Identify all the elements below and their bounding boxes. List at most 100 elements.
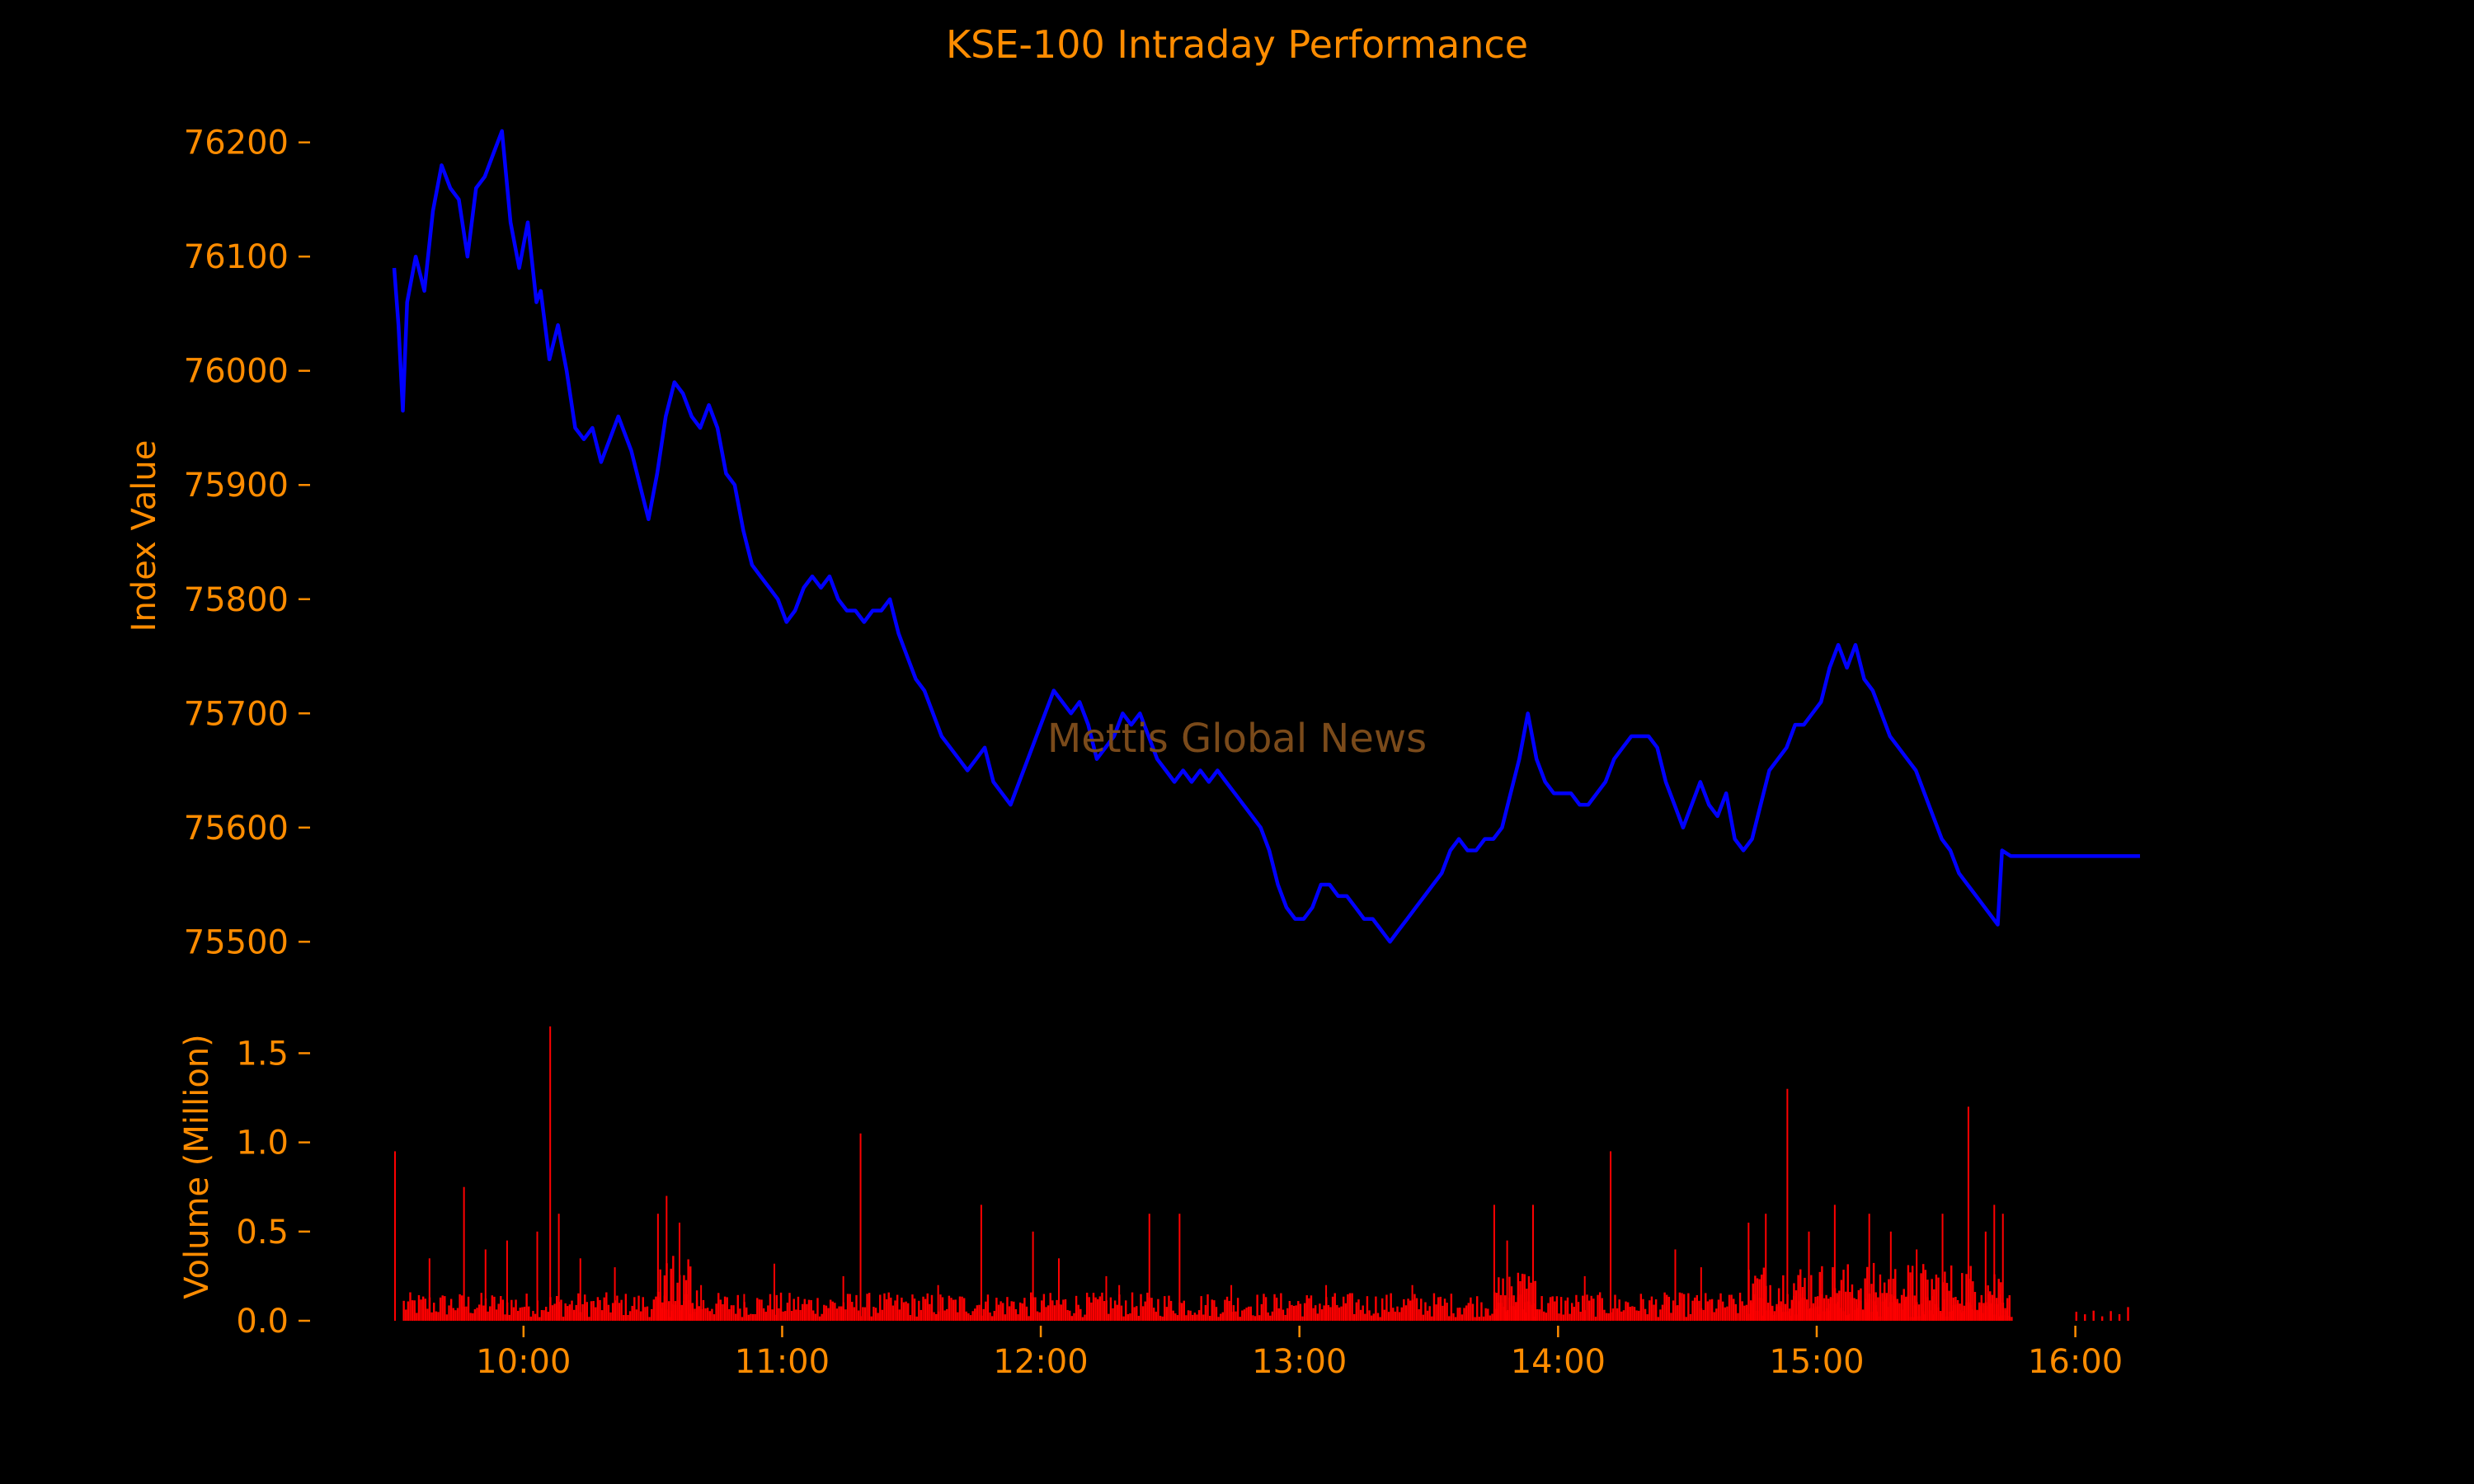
volume-bar bbox=[1689, 1313, 1692, 1321]
volume-bar bbox=[1122, 1316, 1125, 1321]
volume-bar bbox=[1366, 1296, 1369, 1321]
volume-bar bbox=[661, 1308, 664, 1321]
volume-bar bbox=[2000, 1282, 2002, 1321]
volume-bar bbox=[719, 1299, 722, 1321]
volume-bar bbox=[1952, 1297, 1955, 1321]
volume-bar bbox=[1260, 1303, 1263, 1321]
volume-bar bbox=[600, 1310, 604, 1321]
volume-spike bbox=[1118, 1284, 1121, 1321]
volume-bar bbox=[1666, 1294, 1668, 1321]
volume-bar bbox=[1415, 1298, 1418, 1321]
volume-bar bbox=[623, 1315, 625, 1321]
volume-bar bbox=[1146, 1292, 1149, 1321]
volume-bar bbox=[986, 1294, 990, 1321]
volume-bar bbox=[1269, 1315, 1272, 1321]
volume-bar bbox=[583, 1294, 586, 1321]
volume-bar bbox=[1917, 1304, 1921, 1321]
volume-bar bbox=[713, 1314, 716, 1321]
volume-bar bbox=[405, 1309, 407, 1321]
volume-bar bbox=[1922, 1264, 1925, 1321]
volume-bar bbox=[1672, 1300, 1675, 1321]
volume-bar bbox=[1586, 1294, 1588, 1321]
volume-bar bbox=[586, 1302, 589, 1321]
volume-bar bbox=[902, 1302, 905, 1321]
volume-bar bbox=[416, 1313, 418, 1321]
volume-bar bbox=[1715, 1308, 1718, 1321]
volume-bar bbox=[495, 1309, 498, 1321]
volume-bar bbox=[1989, 1291, 1992, 1321]
volume-bar bbox=[1508, 1276, 1511, 1321]
volume-bar bbox=[1213, 1300, 1216, 1321]
volume-bar bbox=[1224, 1299, 1226, 1321]
volume-bar bbox=[1559, 1297, 1563, 1321]
volume-spike bbox=[1984, 1231, 1987, 1321]
volume-bar bbox=[1291, 1304, 1293, 1321]
volume-bar bbox=[1794, 1290, 1798, 1321]
volume-bar bbox=[1376, 1313, 1380, 1321]
volume-bar bbox=[1894, 1269, 1897, 1321]
volume-bar bbox=[803, 1298, 806, 1321]
volume-bar bbox=[1980, 1303, 1982, 1321]
volume-y-tick-label: 1.0 bbox=[236, 1125, 289, 1162]
volume-bar bbox=[1909, 1272, 1912, 1321]
volume-bar bbox=[1950, 1265, 1953, 1321]
volume-bar bbox=[857, 1310, 860, 1321]
volume-bar bbox=[1340, 1306, 1343, 1321]
volume-bar bbox=[954, 1299, 957, 1321]
volume-bar bbox=[1696, 1294, 1699, 1321]
volume-bar bbox=[846, 1294, 849, 1321]
volume-bar bbox=[1258, 1315, 1261, 1321]
volume-spike bbox=[484, 1249, 487, 1321]
volume-bar bbox=[976, 1305, 979, 1321]
volume-bar bbox=[635, 1309, 638, 1321]
volume-bar bbox=[407, 1301, 410, 1321]
volume-bar bbox=[1454, 1317, 1457, 1321]
volume-bar bbox=[1323, 1305, 1325, 1321]
volume-bar bbox=[491, 1295, 494, 1321]
volume-bar bbox=[1879, 1274, 1882, 1321]
volume-bar bbox=[1252, 1315, 1254, 1321]
volume-bar bbox=[1347, 1294, 1349, 1321]
volume-bar bbox=[1551, 1296, 1554, 1321]
volume-bar bbox=[1338, 1307, 1341, 1321]
volume-spike bbox=[463, 1186, 465, 1321]
volume-bar bbox=[1631, 1306, 1634, 1321]
volume-bar bbox=[851, 1302, 854, 1321]
volume-spike bbox=[1506, 1240, 1508, 1321]
volume-bar bbox=[1900, 1294, 1903, 1321]
volume-bar bbox=[1611, 1308, 1615, 1321]
volume-bar bbox=[1948, 1290, 1950, 1321]
volume-bar bbox=[1478, 1317, 1481, 1321]
volume-bar bbox=[1569, 1313, 1571, 1321]
volume-bar bbox=[1400, 1307, 1403, 1321]
volume-bar bbox=[1698, 1300, 1700, 1321]
volume-bar bbox=[1010, 1301, 1013, 1321]
volume-bar bbox=[452, 1308, 454, 1321]
volume-bar bbox=[1495, 1293, 1498, 1321]
volume-bar bbox=[493, 1296, 496, 1321]
volume-bar bbox=[1579, 1312, 1582, 1321]
volume-bar bbox=[1042, 1294, 1046, 1321]
volume-bar bbox=[909, 1315, 912, 1321]
volume-bar bbox=[1288, 1301, 1291, 1321]
volume-bar bbox=[648, 1317, 651, 1321]
volume-bar bbox=[922, 1296, 924, 1321]
axes: 76200 76100 76000 75900 75800 75700 75600 75500… bbox=[184, 124, 2123, 1381]
volume-bar bbox=[1342, 1296, 1345, 1321]
index-y-tick-label: 76000 bbox=[184, 353, 289, 391]
volume-bar bbox=[599, 1299, 601, 1321]
volume-spike bbox=[1786, 1088, 1789, 1321]
volume-bar bbox=[1314, 1305, 1317, 1321]
volume-bar bbox=[1995, 1298, 1998, 1321]
volume-bar bbox=[1036, 1311, 1039, 1321]
volume-bar bbox=[1077, 1304, 1079, 1321]
volume-bar bbox=[504, 1314, 506, 1321]
volume-bar bbox=[1310, 1295, 1313, 1321]
volume-bar bbox=[1359, 1309, 1362, 1321]
x-tick-label: 16:00 bbox=[2028, 1343, 2123, 1381]
volume-bar bbox=[911, 1294, 914, 1321]
volume-bar bbox=[935, 1313, 938, 1321]
x-tick-label: 10:00 bbox=[476, 1343, 571, 1381]
volume-bar bbox=[958, 1296, 962, 1321]
volume-bar bbox=[1125, 1300, 1127, 1321]
